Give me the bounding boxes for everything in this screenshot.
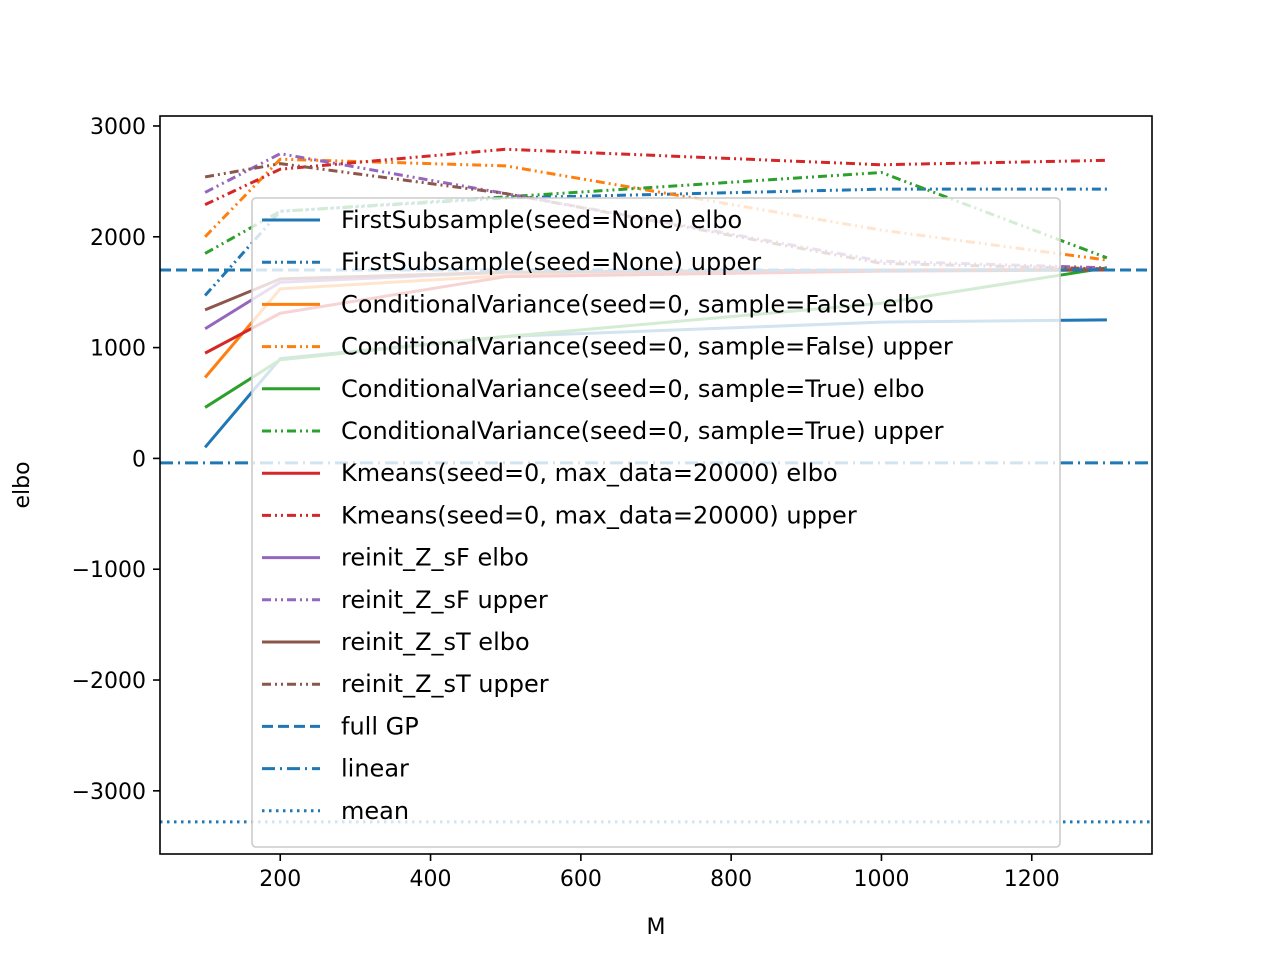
legend-label: FirstSubsample(seed=None) upper bbox=[341, 248, 761, 276]
legend-label: ConditionalVariance(seed=0, sample=True)… bbox=[341, 417, 944, 445]
y-tick-label: 3000 bbox=[90, 115, 146, 140]
legend-label: ConditionalVariance(seed=0, sample=True)… bbox=[341, 375, 925, 403]
x-tick-label: 200 bbox=[259, 867, 301, 892]
x-axis-label: M bbox=[647, 915, 666, 940]
legend-label: reinit_Z_sT upper bbox=[341, 670, 549, 698]
legend-label: mean bbox=[341, 797, 409, 825]
x-tick-label: 1000 bbox=[853, 867, 909, 892]
legend-label: reinit_Z_sF elbo bbox=[341, 544, 529, 572]
legend-label: FirstSubsample(seed=None) elbo bbox=[341, 206, 742, 234]
series-line-conditionalvariance-seed-0-sample-false-upper bbox=[204, 157, 1108, 262]
legend-label: ConditionalVariance(seed=0, sample=False… bbox=[341, 333, 953, 361]
plot-frame bbox=[159, 115, 1153, 855]
x-tick-label: 600 bbox=[560, 867, 602, 892]
y-tick-label: 0 bbox=[132, 447, 146, 472]
legend-label: Kmeans(seed=0, max_data=20000) elbo bbox=[341, 459, 838, 487]
y-axis-label: elbo bbox=[10, 461, 35, 508]
legend-box bbox=[251, 197, 1061, 848]
legend-label: ConditionalVariance(seed=0, sample=False… bbox=[341, 290, 934, 318]
y-tick-label: −1000 bbox=[72, 558, 146, 583]
x-tick-label: 1200 bbox=[1004, 867, 1060, 892]
y-tick-label: 2000 bbox=[90, 226, 146, 251]
legend-label: linear bbox=[341, 755, 409, 783]
x-tick-label: 800 bbox=[710, 867, 752, 892]
y-axis: −3000 −2000 −1000 0 1000 2000 3000 bbox=[72, 115, 160, 805]
legend-label: Kmeans(seed=0, max_data=20000) upper bbox=[341, 501, 857, 529]
y-tick-label: 1000 bbox=[90, 337, 146, 362]
legend: FirstSubsample(seed=None) elbo FirstSubsa… bbox=[251, 197, 1061, 848]
series-line-kmeans-seed-0-max-data-20000-upper bbox=[204, 147, 1107, 207]
x-tick-label: 400 bbox=[410, 867, 452, 892]
x-axis: 200 400 600 800 1000 1200 bbox=[259, 854, 1060, 892]
legend-label: reinit_Z_sF upper bbox=[341, 586, 548, 614]
legend-label: reinit_Z_sT elbo bbox=[341, 628, 530, 656]
series-line-reinit-z-st-upper bbox=[204, 162, 1107, 271]
legend-label: full GP bbox=[341, 712, 419, 740]
y-tick-label: −3000 bbox=[72, 780, 146, 805]
y-tick-label: −2000 bbox=[72, 669, 146, 694]
